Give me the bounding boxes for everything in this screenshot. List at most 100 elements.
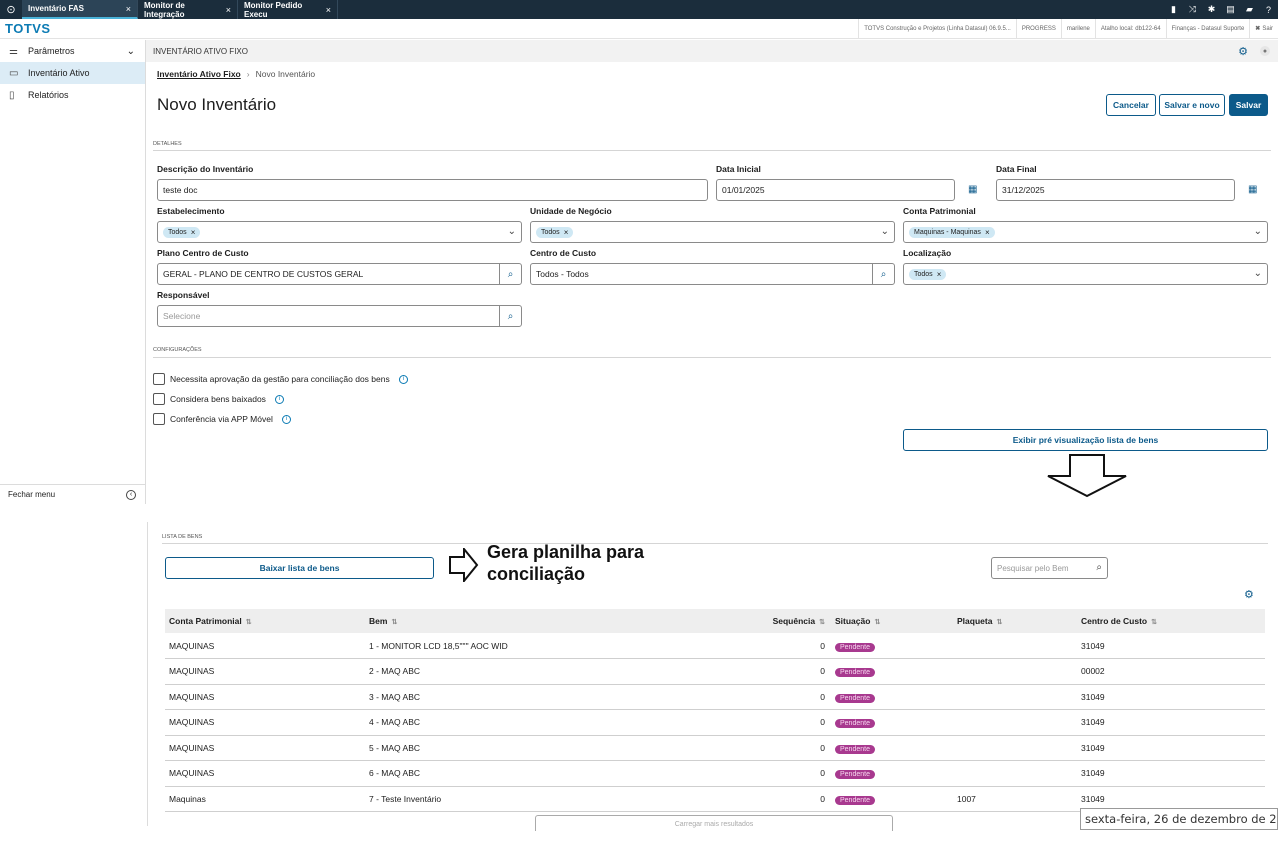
load-more-button[interactable]: Carregar mais resultados xyxy=(535,815,893,831)
sidebar-item-relatorios[interactable]: ▯ Relatórios xyxy=(9,89,69,101)
tab-inventario-fas[interactable]: Inventário FAS × xyxy=(22,0,138,19)
sort-icon: ⇅ xyxy=(819,619,825,626)
column-centro[interactable]: Centro de Custo ⇅ xyxy=(1077,609,1265,633)
tab-monitor-pedido[interactable]: Monitor Pedido Execu × xyxy=(238,0,338,19)
search-icon[interactable]: ⌕ xyxy=(1096,562,1102,573)
sort-icon: ⇅ xyxy=(391,619,398,626)
close-icon: ✖ xyxy=(1255,26,1261,32)
column-bem[interactable]: Bem ⇅ xyxy=(365,609,725,633)
chip-todos: Todos × xyxy=(909,268,947,280)
info-icon[interactable]: i xyxy=(281,414,291,424)
estabelecimento-select[interactable]: Todos × ⌄ xyxy=(157,221,522,243)
help-icon[interactable]: ? xyxy=(1265,4,1271,15)
data-inicial-input[interactable]: 01/01/2025 xyxy=(716,179,955,201)
close-icon[interactable]: × xyxy=(225,4,231,15)
logout-button[interactable]: ✖ Sair xyxy=(1249,19,1278,38)
context-user[interactable]: marilene xyxy=(1060,19,1095,38)
checkbox[interactable] xyxy=(153,413,165,425)
table-row[interactable]: MAQUINAS 2 - MAQ ABC 0 Pendente 00002 xyxy=(165,658,1265,685)
table-row[interactable]: MAQUINAS 5 - MAQ ABC 0 Pendente 31049 xyxy=(165,735,1265,761)
cell-bem: 1 - MONITOR LCD 18,5""" AOC WID xyxy=(365,633,725,659)
cell-plaqueta xyxy=(953,760,1077,787)
search-bem-input[interactable]: Pesquisar pelo Bem ⌕ xyxy=(991,557,1108,579)
chevron-right-icon: › xyxy=(246,69,250,79)
save-button[interactable]: Salvar xyxy=(1229,94,1268,116)
chip-maquinas: Maquinas - Maquinas × xyxy=(909,226,995,238)
breadcrumb-current: Novo Inventário xyxy=(255,69,316,79)
remove-chip-icon[interactable]: × xyxy=(936,269,942,279)
sort-icon: ⇅ xyxy=(1151,619,1157,626)
save-new-button[interactable]: Salvar e novo xyxy=(1159,94,1225,116)
context-company[interactable]: TOTVS Construção e Projetos (Linha Datas… xyxy=(858,19,1016,38)
checkbox[interactable] xyxy=(153,373,165,385)
option-aprovacao[interactable]: Necessita aprovação da gestão para conci… xyxy=(153,373,408,385)
preview-list-button[interactable]: Exibir pré visualização lista de bens xyxy=(903,429,1268,451)
chevron-down-icon: ⌄ xyxy=(126,45,135,57)
close-icon[interactable]: × xyxy=(125,3,131,14)
context-module[interactable]: Finanças - Datasul Suporte xyxy=(1165,19,1250,38)
data-final-input[interactable]: 31/12/2025 xyxy=(996,179,1235,201)
close-icon[interactable]: × xyxy=(325,4,331,15)
info-icon[interactable]: i xyxy=(274,394,284,404)
cell-sequencia: 0 xyxy=(725,633,831,659)
remove-chip-icon[interactable]: × xyxy=(984,227,990,237)
remove-chip-icon[interactable]: × xyxy=(190,227,196,237)
descricao-input[interactable]: teste doc xyxy=(157,179,708,201)
signal-icon[interactable]: ▮ xyxy=(1171,4,1176,14)
cell-conta: Maquinas xyxy=(165,786,365,812)
conta-select[interactable]: Maquinas - Maquinas × ⌄ xyxy=(903,221,1268,243)
breadcrumb-link[interactable]: Inventário Ativo Fixo xyxy=(157,69,241,79)
app-logo-icon[interactable]: ⊙ xyxy=(6,4,16,16)
tab-monitor-integracao[interactable]: Monitor de Integração × xyxy=(138,0,238,19)
plano-input[interactable]: GERAL - PLANO DE CENTRO DE CUSTOS GERAL … xyxy=(157,263,522,285)
column-situacao[interactable]: Situação ⇅ xyxy=(831,609,953,633)
localizacao-select[interactable]: Todos × ⌄ xyxy=(903,263,1268,285)
remove-chip-icon[interactable]: × xyxy=(563,227,569,237)
calendar-icon[interactable]: ▦ xyxy=(968,184,978,195)
cell-plaqueta xyxy=(953,658,1077,685)
table-row[interactable]: MAQUINAS 4 - MAQ ABC 0 Pendente 31049 xyxy=(165,709,1265,736)
cell-situacao: Pendente xyxy=(831,735,953,761)
column-conta[interactable]: Conta Patrimonial ⇅ xyxy=(165,609,365,633)
download-list-button[interactable]: Baixar lista de bens xyxy=(165,557,434,579)
chat-icon[interactable]: ▰ xyxy=(1246,4,1253,14)
sort-icon: ⇅ xyxy=(996,619,1003,626)
settings-gear-icon[interactable]: ⚙ xyxy=(1238,45,1248,58)
shuffle-icon[interactable]: ⤨ xyxy=(1188,4,1197,14)
option-baixados[interactable]: Considera bens baixados i xyxy=(153,393,284,405)
chevron-down-icon: ⌄ xyxy=(507,226,516,237)
cell-bem: 4 - MAQ ABC xyxy=(365,709,725,736)
cell-plaqueta xyxy=(953,709,1077,736)
cancel-button[interactable]: Cancelar xyxy=(1106,94,1156,116)
user-avatar[interactable]: ● xyxy=(1260,46,1270,56)
document-icon[interactable]: ▤ xyxy=(1226,4,1235,14)
calendar-icon[interactable]: ▦ xyxy=(1248,184,1258,195)
cell-situacao: Pendente xyxy=(831,786,953,812)
checkbox[interactable] xyxy=(153,393,165,405)
table-row[interactable]: Maquinas 7 - Teste Inventário 0 Pendente 100… xyxy=(165,786,1265,812)
search-icon[interactable]: ⌕ xyxy=(499,264,521,284)
table-settings-gear-icon[interactable]: ⚙ xyxy=(1244,589,1254,601)
table-row[interactable]: MAQUINAS 1 - MONITOR LCD 18,5""" AOC WID 0… xyxy=(165,633,1265,659)
column-plaqueta[interactable]: Plaqueta ⇅ xyxy=(953,609,1077,633)
search-icon[interactable]: ⌕ xyxy=(499,306,521,326)
close-menu-button[interactable]: Fechar menu ‹ xyxy=(0,484,146,504)
status-badge: Pendente xyxy=(835,744,875,754)
responsavel-input[interactable]: Selecione ⌕ xyxy=(157,305,522,327)
search-icon[interactable]: ⌕ xyxy=(872,264,894,284)
cell-conta: MAQUINAS xyxy=(165,633,365,659)
centro-input[interactable]: Todos - Todos ⌕ xyxy=(530,263,895,285)
clipboard-icon: ▯ xyxy=(9,89,15,101)
sidebar-item-parametros[interactable]: ⚌ Parâmetros ⌄ xyxy=(9,45,135,57)
gear-icon[interactable]: ✱ xyxy=(1207,4,1216,14)
cell-centro: 31049 xyxy=(1077,735,1265,761)
column-sequencia[interactable]: Sequência ⇅ xyxy=(725,609,831,633)
table-row[interactable]: MAQUINAS 6 - MAQ ABC 0 Pendente 31049 xyxy=(165,760,1265,787)
unidade-select[interactable]: Todos × ⌄ xyxy=(530,221,895,243)
responsavel-label: Responsável xyxy=(157,290,210,300)
option-app-movel[interactable]: Conferência via APP Móvel i xyxy=(153,413,291,425)
info-icon[interactable]: i xyxy=(398,374,408,384)
chevron-left-icon: ‹ xyxy=(126,489,136,500)
table-row[interactable]: MAQUINAS 3 - MAQ ABC 0 Pendente 31049 xyxy=(165,684,1265,710)
sidebar-item-inventario-ativo[interactable]: ▭ Inventário Ativo xyxy=(0,62,145,84)
